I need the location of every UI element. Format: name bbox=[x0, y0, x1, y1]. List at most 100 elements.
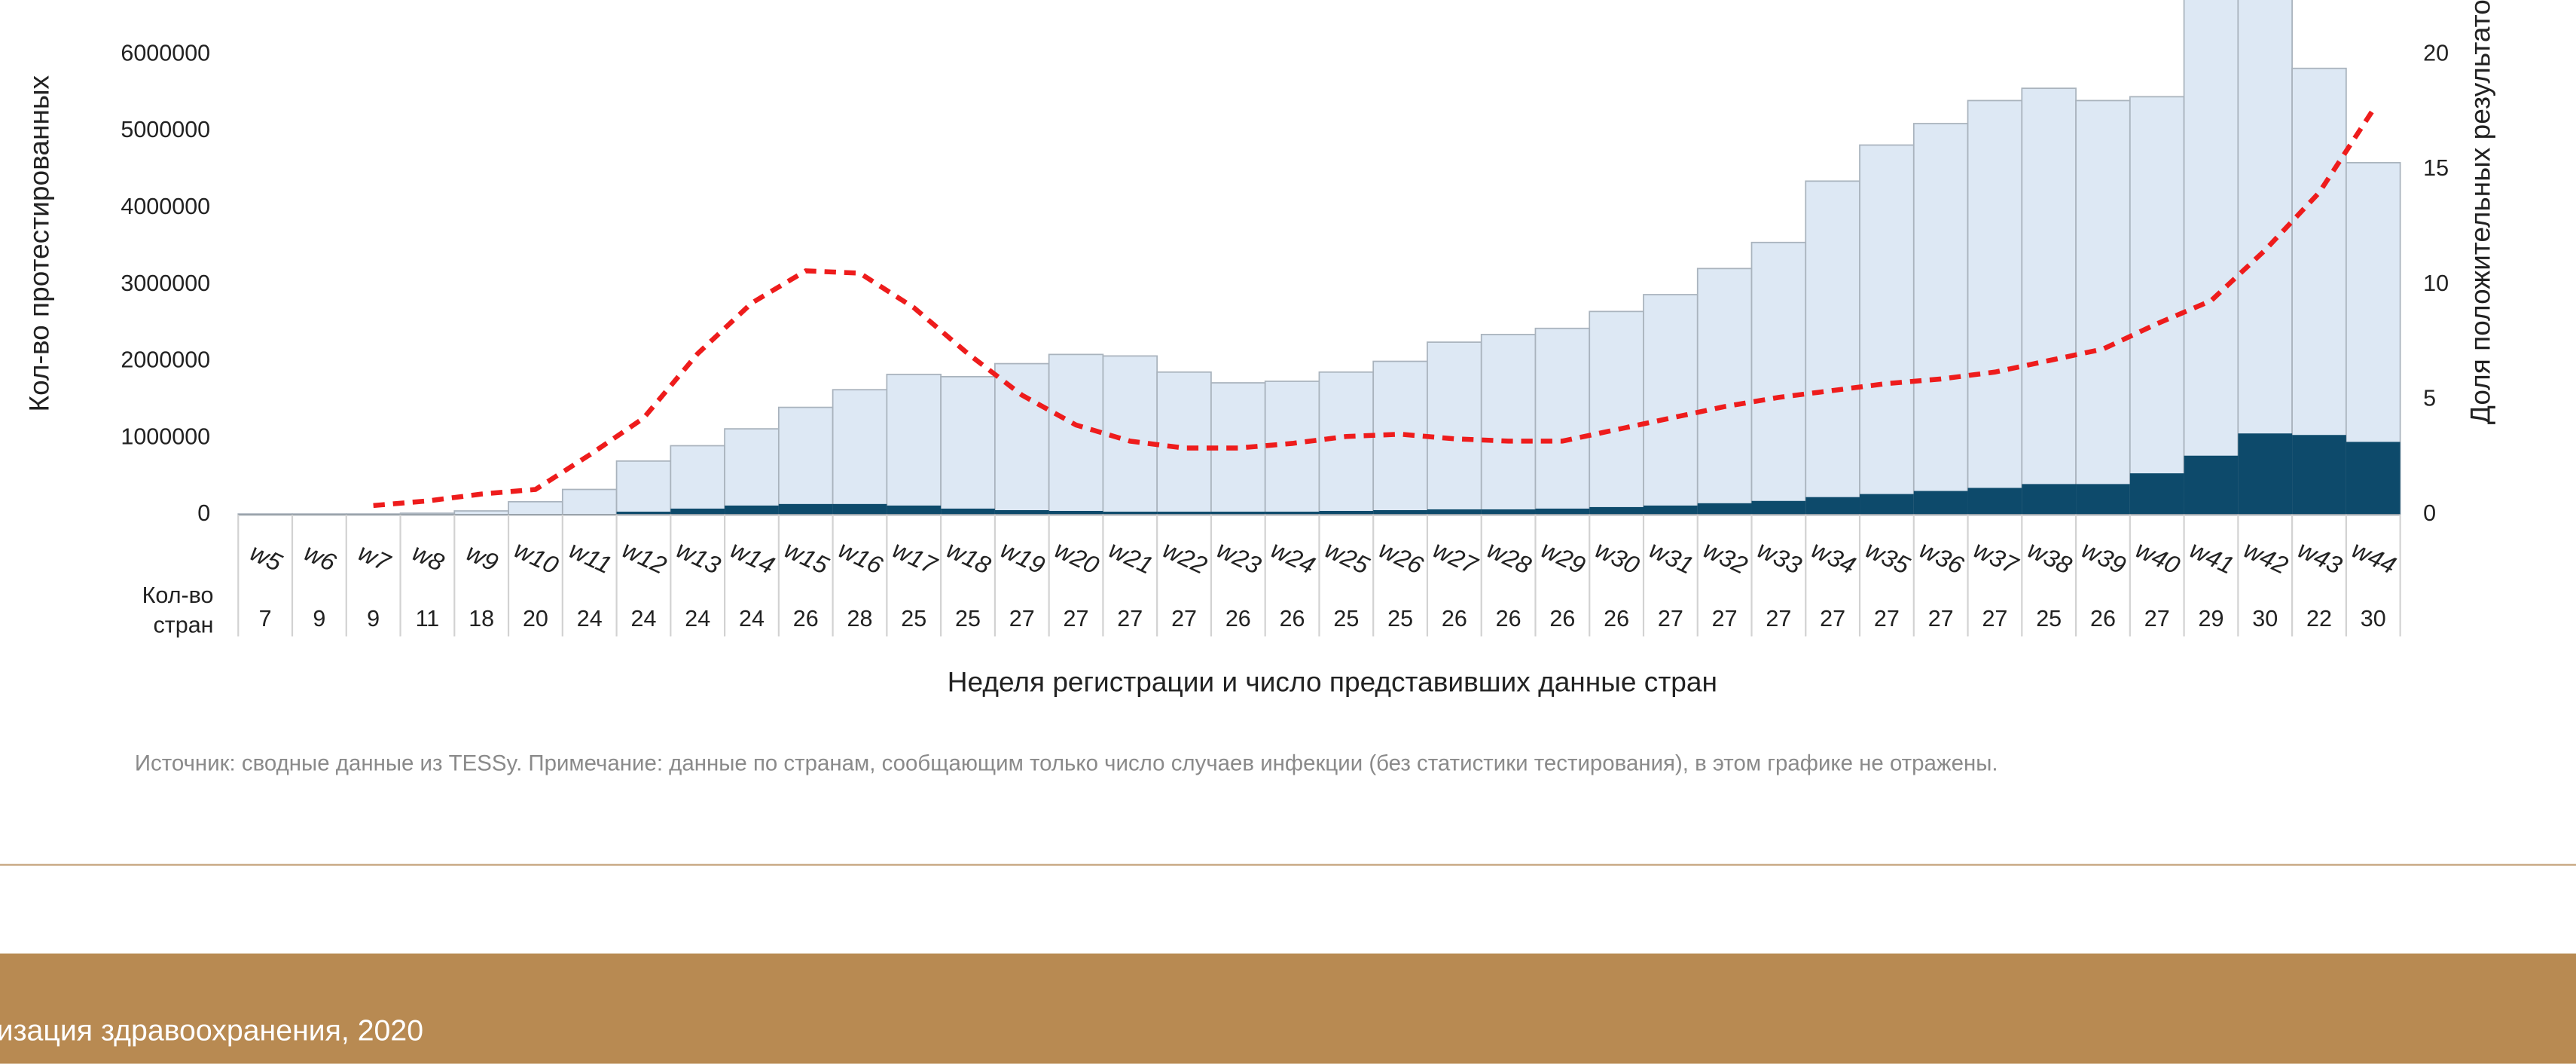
positive-bar bbox=[1427, 509, 1482, 515]
x-tick-label: w37 bbox=[1970, 535, 2024, 580]
country-count: 25 bbox=[955, 606, 981, 631]
y-tick-label: 4000000 bbox=[121, 194, 210, 219]
positive-bar bbox=[941, 508, 995, 515]
x-tick-label: w34 bbox=[1807, 535, 1860, 579]
country-count: 27 bbox=[1928, 606, 1954, 631]
country-count: 27 bbox=[1820, 606, 1845, 631]
tested-bar bbox=[1480, 334, 1537, 515]
tested-bar bbox=[1859, 144, 1915, 515]
tested-bar bbox=[1156, 371, 1212, 515]
country-count: 25 bbox=[1387, 606, 1413, 631]
x-tick-label: w32 bbox=[1699, 535, 1752, 579]
country-count: 24 bbox=[685, 606, 710, 631]
tested-bar bbox=[670, 445, 725, 515]
x-tick-label: w9 bbox=[462, 538, 503, 576]
x-tick-label: w44 bbox=[2348, 535, 2401, 579]
country-count: 27 bbox=[1982, 606, 2007, 631]
tested-bar bbox=[724, 428, 780, 515]
x-tick-label: w16 bbox=[835, 535, 888, 579]
positive-bar bbox=[1967, 488, 2022, 515]
y2-tick-label: 20 bbox=[2423, 40, 2449, 66]
country-count: 20 bbox=[523, 606, 548, 631]
x-tick-label: w26 bbox=[1375, 535, 1428, 579]
positive-bar bbox=[1481, 509, 1536, 515]
positive-bar bbox=[778, 503, 833, 515]
positive-bar bbox=[2346, 442, 2401, 515]
row-label: стран bbox=[154, 612, 214, 637]
country-count: 26 bbox=[1549, 606, 1575, 631]
x-tick-label: w10 bbox=[510, 535, 563, 579]
country-count: 9 bbox=[367, 606, 380, 631]
country-count: 22 bbox=[2306, 606, 2332, 631]
country-count: 27 bbox=[2144, 606, 2170, 631]
positivity-line bbox=[373, 108, 2376, 509]
source-note: Источник: сводные данные из TESSy. Приме… bbox=[135, 751, 1998, 775]
positive-bar bbox=[1265, 512, 1320, 515]
footer-text: изация здравоохранения, 2020 bbox=[0, 1014, 423, 1047]
y2-tick-label: 10 bbox=[2423, 271, 2449, 296]
tested-bar bbox=[2237, 0, 2293, 515]
x-tick-label: w8 bbox=[408, 538, 449, 576]
x-tick-label: w20 bbox=[1051, 535, 1103, 579]
country-count: 24 bbox=[577, 606, 603, 631]
tested-bar bbox=[1696, 268, 1753, 515]
x-tick-label: w25 bbox=[1321, 535, 1375, 579]
tested-bar bbox=[886, 373, 942, 515]
x-tick-label: w31 bbox=[1645, 535, 1698, 579]
x-tick-label: w29 bbox=[1537, 535, 1590, 579]
y-tick-label: 2000000 bbox=[121, 347, 210, 373]
plot: 0 1000000 2000000 3000000 4000000 5000000 6000… bbox=[121, 0, 2449, 637]
country-count: 24 bbox=[630, 606, 656, 631]
country-count: 26 bbox=[1496, 606, 1521, 631]
positive-bar bbox=[1210, 512, 1265, 515]
tested-bar bbox=[615, 460, 672, 515]
country-count: 27 bbox=[1064, 606, 1089, 631]
country-count: 26 bbox=[1442, 606, 1467, 631]
tested-bar bbox=[1264, 381, 1320, 515]
x-tick-label: w43 bbox=[2294, 535, 2346, 579]
positive-bar bbox=[1535, 508, 1590, 515]
x-tick-label: w21 bbox=[1104, 535, 1157, 579]
tested-bar bbox=[1427, 341, 1482, 515]
country-count: 25 bbox=[901, 606, 926, 631]
y-tick-label: 1000000 bbox=[121, 423, 210, 449]
positive-bar bbox=[670, 508, 725, 515]
country-count: 7 bbox=[259, 606, 272, 631]
positive-bar bbox=[1805, 497, 1860, 515]
tested-bar bbox=[1048, 353, 1104, 515]
tested-bar bbox=[1912, 123, 1969, 515]
positive-bar bbox=[832, 503, 887, 515]
x-tick-label: w17 bbox=[888, 535, 942, 580]
tested-bar bbox=[2183, 0, 2239, 515]
positive-bar bbox=[1697, 503, 1752, 515]
x-tick-label: w35 bbox=[1861, 535, 1915, 579]
positive-bar bbox=[2022, 484, 2077, 515]
tested-bar bbox=[2075, 99, 2131, 515]
tested-bar bbox=[1318, 371, 1375, 515]
tested-bar bbox=[777, 406, 834, 515]
country-count: 30 bbox=[2252, 606, 2278, 631]
tested-bar bbox=[1372, 360, 1428, 515]
x-tick-label: w38 bbox=[2023, 535, 2076, 579]
positive-bar bbox=[1913, 491, 1968, 515]
y-tick-label: 3000000 bbox=[121, 271, 210, 296]
footer-band bbox=[0, 953, 2576, 1064]
x-tick-label: w42 bbox=[2239, 535, 2292, 579]
tested-bar bbox=[1589, 310, 1644, 515]
country-count: 27 bbox=[1117, 606, 1143, 631]
country-count: 27 bbox=[1009, 606, 1035, 631]
x-axis-title: Неделя регистрации и число представивших… bbox=[948, 666, 1717, 698]
x-tick-label: w39 bbox=[2077, 535, 2130, 579]
country-count: 27 bbox=[1712, 606, 1738, 631]
y2-tick-label: 15 bbox=[2423, 155, 2449, 181]
x-tick-label: w6 bbox=[300, 538, 340, 577]
country-count: 11 bbox=[416, 606, 440, 631]
positive-bar bbox=[1048, 511, 1103, 515]
positive-bar bbox=[1373, 509, 1427, 515]
positive-bar bbox=[1319, 511, 1374, 515]
x-tick-label: w12 bbox=[618, 535, 671, 579]
x-tick-label: w28 bbox=[1483, 535, 1536, 579]
x-tick-label: w22 bbox=[1158, 535, 1211, 579]
country-count: 26 bbox=[1225, 606, 1251, 631]
